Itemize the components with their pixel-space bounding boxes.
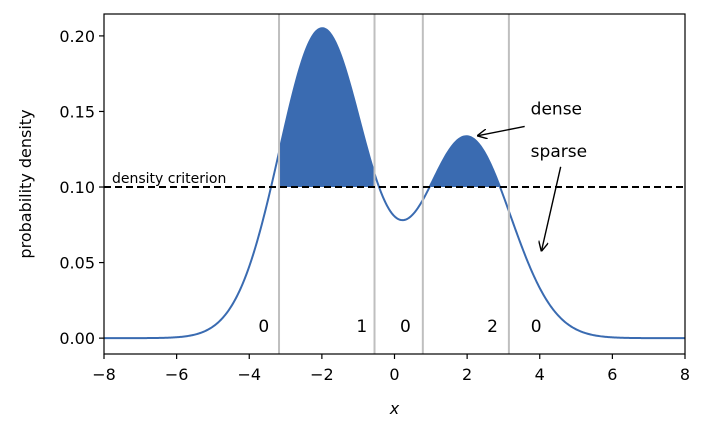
cluster-boundaries: [278, 14, 510, 354]
y-tick-label: 0.00: [59, 329, 95, 348]
dense-fill-1: [279, 28, 375, 188]
dense-region-fills: [279, 28, 509, 188]
dense-fill-2: [422, 136, 509, 188]
y-axis: 0.00 0.05 0.10 0.15 0.20: [59, 27, 104, 348]
y-tick-label: 0.05: [59, 254, 95, 273]
x-tick-label: 2: [462, 365, 472, 384]
x-tick-label: 6: [607, 365, 617, 384]
x-tick-label: −6: [165, 365, 189, 384]
y-tick-label: 0.20: [59, 27, 95, 46]
annotations: dense sparse: [478, 99, 587, 250]
region-label-5: 0: [531, 317, 542, 337]
density-curve-layer: [104, 27, 685, 340]
region-label-1: 0: [258, 317, 269, 337]
sparse-annotation-arrow: [542, 166, 562, 251]
sparse-annotation-label: sparse: [531, 142, 587, 162]
density-criterion-label: density criterion: [112, 171, 226, 187]
y-axis-label: probability density: [16, 109, 35, 258]
x-tick-label: −8: [92, 365, 116, 384]
region-label-2: 1: [356, 317, 367, 337]
density-curve: [104, 27, 685, 340]
x-axis: −8 −6 −4 −2 0 2 4 6 8: [92, 354, 690, 384]
x-tick-label: −2: [310, 365, 334, 384]
region-label-4: 2: [487, 317, 498, 337]
x-tick-label: −4: [237, 365, 261, 384]
region-label-3: 0: [400, 317, 411, 337]
y-tick-label: 0.15: [59, 102, 95, 121]
x-tick-label: 8: [680, 365, 690, 384]
x-tick-label: 0: [389, 365, 399, 384]
x-tick-label: 4: [535, 365, 545, 384]
region-labels: 0 1 0 2 0: [258, 317, 541, 337]
dense-annotation-label: dense: [531, 99, 582, 119]
y-tick-label: 0.10: [59, 178, 95, 197]
x-axis-label: x: [389, 399, 400, 418]
dense-annotation-arrow: [478, 125, 525, 135]
